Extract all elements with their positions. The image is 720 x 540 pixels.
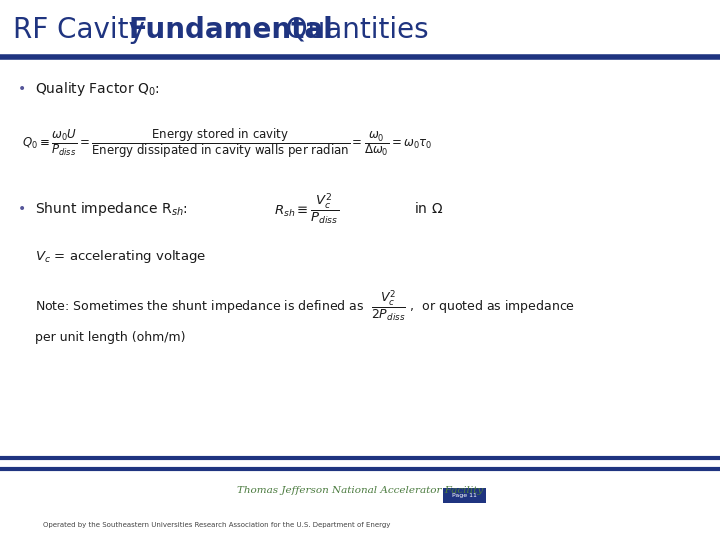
Text: Fundamental: Fundamental: [128, 16, 333, 44]
Text: Operated by the Southeastern Universities Research Association for the U.S. Depa: Operated by the Southeastern Universitie…: [43, 522, 390, 528]
Text: Note: Sometimes the shunt impedance is defined as  $\dfrac{V_c^2}{2P_{diss}}$ , : Note: Sometimes the shunt impedance is d…: [35, 289, 575, 325]
Text: $V_c$ = accelerating voltage: $V_c$ = accelerating voltage: [35, 248, 206, 265]
Text: $R_{sh} \equiv \dfrac{V_c^2}{P_{diss}}$: $R_{sh} \equiv \dfrac{V_c^2}{P_{diss}}$: [274, 191, 338, 227]
FancyBboxPatch shape: [443, 488, 486, 503]
Text: Quality Factor Q$_0$:: Quality Factor Q$_0$:: [35, 80, 159, 98]
Text: •: •: [18, 202, 26, 216]
Text: in $\Omega$: in $\Omega$: [414, 201, 444, 217]
Text: RF Cavity: RF Cavity: [13, 16, 153, 44]
Text: Shunt impedance R$_{sh}$:: Shunt impedance R$_{sh}$:: [35, 200, 187, 218]
Text: Thomas Jefferson National Accelerator Facility: Thomas Jefferson National Accelerator Fa…: [237, 486, 483, 495]
Text: Page 11: Page 11: [452, 493, 477, 498]
Text: $Q_0 \equiv \dfrac{\omega_0 U}{P_{diss}} = \dfrac{\mathrm{Energy\ stored\ in\ ca: $Q_0 \equiv \dfrac{\omega_0 U}{P_{diss}}…: [22, 126, 432, 160]
Text: Quantities: Quantities: [277, 16, 429, 44]
Text: •: •: [18, 82, 26, 96]
Text: per unit length (ohm/m): per unit length (ohm/m): [35, 331, 185, 344]
